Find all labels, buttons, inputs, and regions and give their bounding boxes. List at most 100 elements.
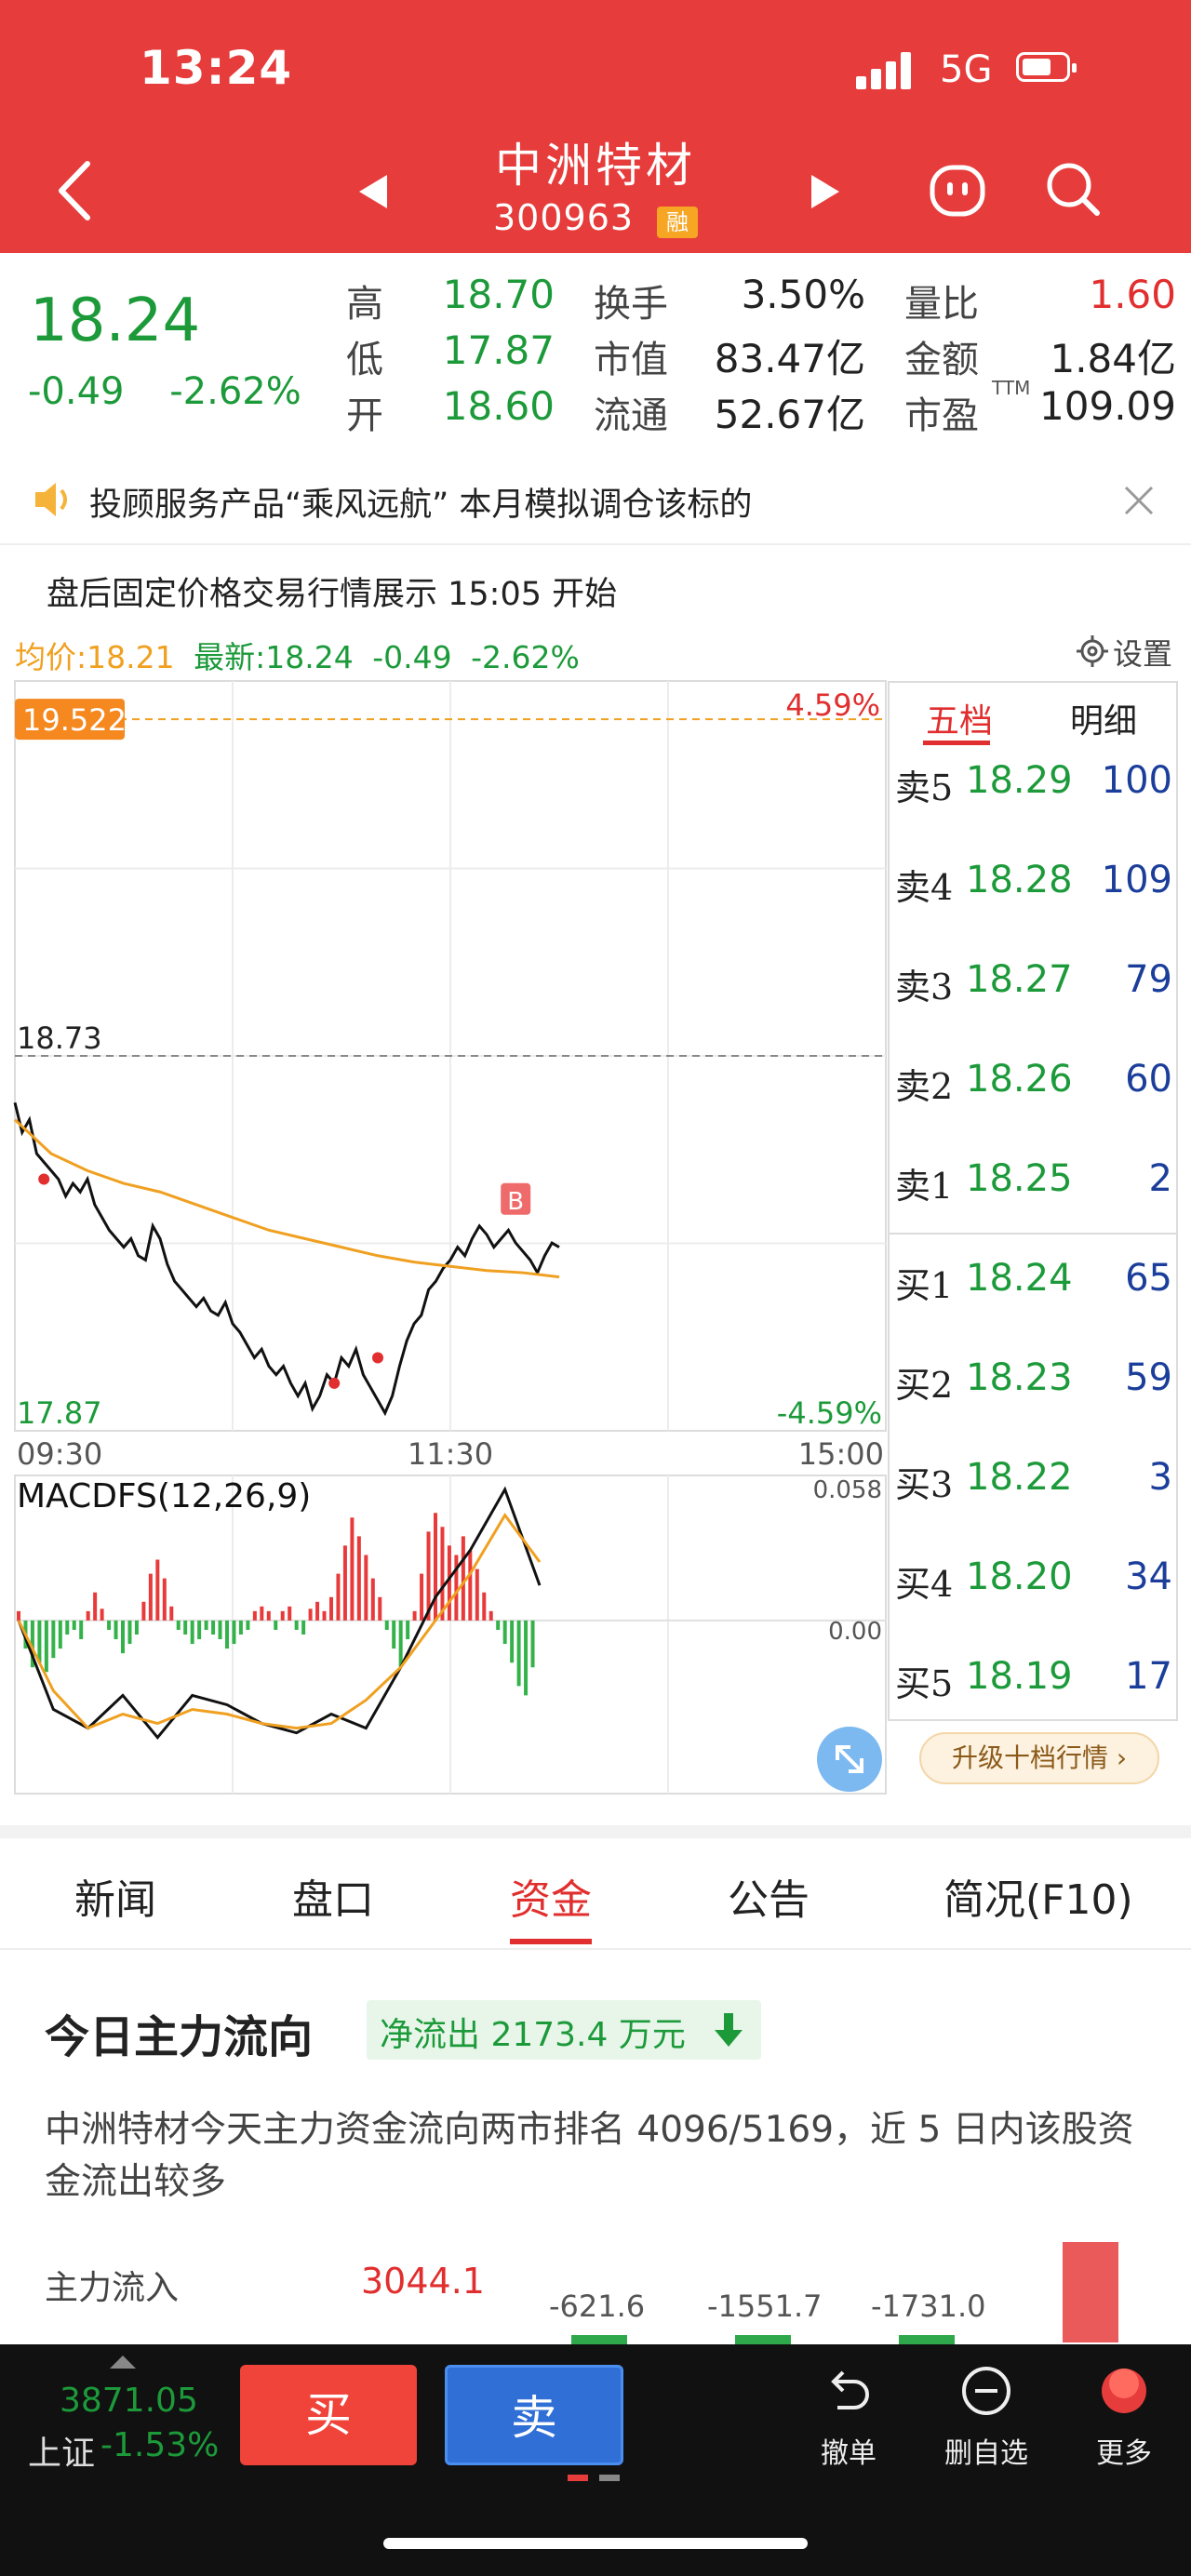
stat-value: 18.60 [442, 383, 555, 429]
level-label: 卖1 [895, 1166, 954, 1207]
pct-tick-label: -4.59% [777, 1395, 882, 1431]
funds-description: 中洲特材今天主力资金流向两市排名 4096/5169，近 5 日内该股资金流出较… [45, 2109, 1134, 2203]
y-tick-badge [15, 699, 125, 741]
index-name[interactable]: 上证 [28, 2435, 96, 2473]
cancel-order-label[interactable]: 撤单 [821, 2437, 877, 2470]
stat-label: 换手 [594, 283, 668, 326]
tab-funds[interactable]: 资金 [510, 1876, 592, 1924]
ttm-label: TTM [992, 377, 1031, 399]
gear-icon[interactable] [1076, 634, 1109, 668]
level-price: 18.22 [966, 1456, 1073, 1499]
speaker-icon [35, 483, 67, 516]
index-value[interactable]: 3871.05 [60, 2382, 198, 2420]
tab-five-levels[interactable]: 五档 [926, 702, 994, 741]
notice-bar[interactable] [0, 458, 1191, 543]
settings-label[interactable]: 设置 [1113, 636, 1173, 672]
prev-stock-icon[interactable] [359, 175, 387, 208]
y-tick-label: 19.522 [22, 702, 127, 738]
x-tick-label: 09:30 [17, 1436, 102, 1472]
after-hours-notice: 盘后固定价格交易行情展示 15:05 开始 [47, 576, 618, 613]
divider [0, 543, 1191, 545]
close-icon[interactable] [1122, 484, 1156, 517]
undo-icon[interactable] [819, 2363, 875, 2419]
stat-label: 流通 [594, 394, 668, 437]
level-price: 18.28 [966, 859, 1073, 901]
latest-pct: -2.62% [471, 639, 580, 675]
flow-bar [1063, 2242, 1118, 2342]
buy-marker [501, 1182, 531, 1215]
remove-watchlist-icon[interactable] [958, 2363, 1014, 2419]
down-arrow-icon [715, 2013, 743, 2047]
level-volume: 34 [1125, 1555, 1172, 1598]
sell-button[interactable]: 卖 [445, 2365, 623, 2465]
buy-button[interactable]: 买 [240, 2365, 417, 2465]
trade-dot [328, 1377, 341, 1389]
level-label: 卖3 [895, 967, 954, 1008]
level-volume: 3 [1148, 1456, 1172, 1499]
orderbook-row[interactable]: 卖1 18.25 2 [893, 1157, 1172, 1213]
macd-title: MACDFS(12,26,9) [17, 1477, 311, 1515]
price-change: -0.49 -2.62% [28, 370, 301, 413]
level-label: 买5 [895, 1663, 954, 1704]
trade-dot [372, 1352, 383, 1364]
level-price: 18.20 [966, 1555, 1073, 1598]
home-indicator[interactable] [383, 2538, 808, 2549]
tab-details[interactable]: 明细 [1070, 702, 1138, 741]
more-label[interactable]: 更多 [1096, 2437, 1152, 2470]
stat-value: 109.09 [1039, 383, 1176, 429]
orderbook-row[interactable]: 卖4 18.28 109 [893, 859, 1172, 914]
level-label: 卖2 [895, 1066, 954, 1107]
assistant-icon[interactable] [929, 164, 986, 218]
tab-f10[interactable]: 简况(F10) [943, 1876, 1133, 1924]
back-icon[interactable] [54, 158, 95, 223]
orderbook-row[interactable]: 买5 18.19 17 [893, 1655, 1172, 1711]
orderbook-row[interactable]: 卖5 18.29 100 [893, 759, 1172, 815]
stat-value: 17.87 [442, 327, 555, 373]
orderbook-row[interactable]: 买1 18.24 65 [893, 1257, 1172, 1313]
level-price: 18.19 [966, 1655, 1073, 1698]
more-icon[interactable] [1096, 2363, 1152, 2419]
level-price: 18.25 [966, 1157, 1073, 1200]
stat-label: 开 [346, 394, 383, 437]
tab-news[interactable]: 新闻 [74, 1876, 156, 1924]
change-percent: -2.62% [169, 370, 301, 413]
expand-icon[interactable] [817, 1727, 882, 1792]
avg-price: 均价:18.21 [15, 639, 175, 675]
level-label: 买4 [895, 1564, 954, 1605]
level-price: 18.27 [966, 958, 1073, 1001]
orderbook-row[interactable]: 买3 18.22 3 [893, 1456, 1172, 1512]
x-tick-label: 15:00 [798, 1436, 884, 1472]
stat-label: 市盈 [904, 394, 979, 437]
tab-five-levels-underline [923, 741, 990, 745]
tab-announcements[interactable]: 公告 [728, 1876, 810, 1924]
flow-bar-label: -1551.7 [707, 2289, 823, 2324]
latest-price: 最新:18.24 [194, 639, 354, 675]
dif-line [17, 1486, 542, 1741]
orderbook-frame [888, 681, 1178, 1721]
divider [0, 1948, 1191, 1950]
orderbook-row[interactable]: 卖3 18.27 79 [893, 958, 1172, 1014]
stat-value: 1.84亿 [1050, 336, 1176, 381]
orderbook-row[interactable]: 买2 18.23 59 [893, 1356, 1172, 1412]
stock-name: 中洲特材 [495, 139, 696, 193]
remove-watchlist-label[interactable]: 删自选 [944, 2437, 1028, 2470]
level-price: 18.24 [966, 1257, 1073, 1300]
intraday-chart[interactable]: 19.522 18.73 17.87 4.59% -4.59% 09:30 11:30 15:… [0, 670, 893, 1795]
level-label: 卖4 [895, 867, 954, 908]
page-indicator [599, 2475, 620, 2481]
upgrade-button[interactable]: 升级十档行情 › [919, 1732, 1159, 1784]
level-volume: 109 [1101, 859, 1172, 901]
orderbook-row[interactable]: 卖2 18.26 60 [893, 1058, 1172, 1114]
stat-value: 52.67亿 [714, 392, 865, 437]
orderbook-row[interactable]: 买4 18.20 34 [893, 1555, 1172, 1611]
next-stock-icon[interactable] [811, 175, 839, 208]
flow-bar [735, 2335, 791, 2344]
current-price: 18.24 [30, 287, 201, 355]
tab-handicap[interactable]: 盘口 [292, 1876, 374, 1924]
price-line [13, 1101, 560, 1417]
level-price: 18.26 [966, 1058, 1073, 1101]
search-icon[interactable] [1044, 160, 1102, 218]
tab-underline [510, 1939, 592, 1944]
stat-value: 1.60 [1089, 272, 1176, 317]
index-change[interactable]: -1.53% [100, 2426, 220, 2464]
